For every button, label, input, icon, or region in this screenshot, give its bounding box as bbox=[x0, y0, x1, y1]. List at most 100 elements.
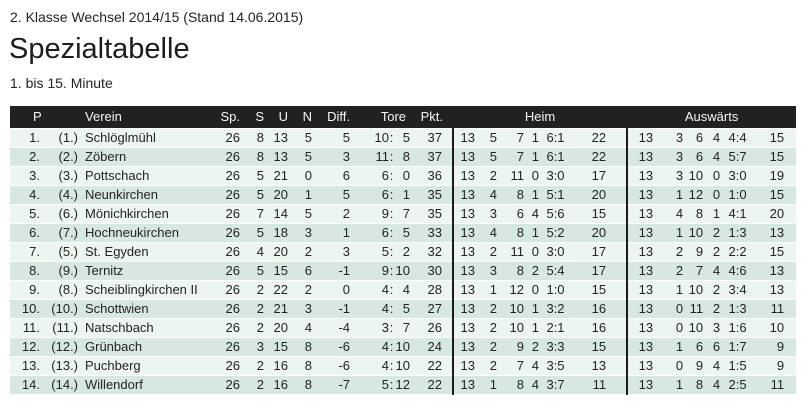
cell-goals: 4: 10 bbox=[354, 356, 413, 376]
cell-team: Zöbern bbox=[84, 147, 213, 167]
cell-losses: 1 bbox=[292, 185, 317, 205]
cell-away-draws: 9 bbox=[685, 242, 706, 262]
cell-away-losses: 4 bbox=[705, 356, 721, 376]
cell-home-wins: 5 bbox=[477, 128, 500, 148]
cell-away-goals: 2:5 bbox=[720, 375, 756, 395]
cell-diff: -4 bbox=[316, 318, 355, 338]
cell-home-losses: 1 bbox=[526, 128, 540, 148]
cell-wins: 2 bbox=[244, 299, 269, 319]
cell-away-draws: 10 bbox=[685, 166, 706, 186]
cell-home-wins: 1 bbox=[477, 375, 500, 395]
cell-home-points: 15 bbox=[572, 280, 628, 300]
cell-team: Puchberg bbox=[84, 356, 213, 376]
cell-away-goals: 4:4 bbox=[720, 128, 756, 148]
cell-team: Willendorf bbox=[84, 375, 213, 395]
cell-away-goals: 3:0 bbox=[720, 166, 756, 186]
cell-previous-position: (9.) bbox=[42, 261, 85, 281]
col-header-wins: S bbox=[244, 106, 269, 129]
cell-draws: 20 bbox=[268, 318, 293, 338]
cell-home-losses: 2 bbox=[526, 337, 540, 357]
cell-goals: 5: 2 bbox=[354, 242, 413, 262]
cell-away-losses: 4 bbox=[705, 128, 721, 148]
cell-away-matches: 13 bbox=[626, 280, 656, 300]
cell-previous-position: (7.) bbox=[42, 223, 85, 243]
cell-position: 2. bbox=[10, 147, 42, 167]
cell-wins: 5 bbox=[244, 166, 269, 186]
cell-losses: 2 bbox=[292, 280, 317, 300]
cell-team: Mönichkirchen bbox=[84, 204, 213, 224]
cell-goals: 6: 0 bbox=[354, 166, 413, 186]
cell-away-matches: 13 bbox=[626, 185, 656, 205]
cell-away-points: 15 bbox=[755, 147, 797, 167]
cell-away-points: 9 bbox=[755, 356, 797, 376]
cell-away-draws: 9 bbox=[685, 356, 706, 376]
cell-diff: 2 bbox=[316, 204, 355, 224]
col-header-goals: Tore bbox=[354, 106, 413, 129]
cell-draws: 16 bbox=[268, 356, 293, 376]
cell-home-matches: 13 bbox=[452, 356, 478, 376]
cell-away-matches: 13 bbox=[626, 375, 656, 395]
cell-home-losses: 4 bbox=[526, 375, 540, 395]
cell-away-matches: 13 bbox=[626, 242, 656, 262]
cell-previous-position: (8.) bbox=[42, 280, 85, 300]
cell-home-matches: 13 bbox=[452, 318, 478, 338]
cell-wins: 2 bbox=[244, 280, 269, 300]
cell-points: 33 bbox=[412, 223, 454, 243]
cell-home-losses: 1 bbox=[526, 147, 540, 167]
cell-away-draws: 6 bbox=[685, 147, 706, 167]
cell-home-losses: 1 bbox=[526, 185, 540, 205]
cell-diff: 5 bbox=[316, 185, 355, 205]
cell-away-losses: 4 bbox=[705, 147, 721, 167]
cell-previous-position: (11.) bbox=[42, 318, 85, 338]
cell-away-draws: 7 bbox=[685, 261, 706, 281]
cell-away-points: 13 bbox=[755, 261, 797, 281]
cell-away-matches: 13 bbox=[626, 223, 656, 243]
cell-matches: 26 bbox=[212, 261, 245, 281]
cell-position: 13. bbox=[10, 356, 42, 376]
cell-wins: 7 bbox=[244, 204, 269, 224]
cell-matches: 26 bbox=[212, 318, 245, 338]
cell-diff: 1 bbox=[316, 223, 355, 243]
cell-away-goals: 4:6 bbox=[720, 261, 756, 281]
cell-away-wins: 3 bbox=[655, 166, 686, 186]
cell-home-points: 16 bbox=[572, 318, 628, 338]
cell-points: 37 bbox=[412, 128, 454, 148]
cell-away-losses: 6 bbox=[705, 337, 721, 357]
cell-matches: 26 bbox=[212, 128, 245, 148]
cell-home-goals: 3:7 bbox=[539, 375, 573, 395]
cell-draws: 22 bbox=[268, 280, 293, 300]
cell-home-points: 13 bbox=[572, 356, 628, 376]
cell-home-wins: 3 bbox=[477, 204, 500, 224]
cell-losses: 5 bbox=[292, 147, 317, 167]
cell-away-draws: 8 bbox=[685, 375, 706, 395]
cell-away-losses: 2 bbox=[705, 223, 721, 243]
cell-losses: 5 bbox=[292, 204, 317, 224]
cell-away-points: 11 bbox=[755, 299, 797, 319]
cell-away-wins: 3 bbox=[655, 147, 686, 167]
cell-position: 6. bbox=[10, 223, 42, 243]
cell-home-draws: 7 bbox=[499, 356, 527, 376]
cell-away-goals: 4:1 bbox=[720, 204, 756, 224]
cell-previous-position: (2.) bbox=[42, 147, 85, 167]
cell-away-losses: 4 bbox=[705, 261, 721, 281]
cell-draws: 21 bbox=[268, 166, 293, 186]
cell-home-points: 15 bbox=[572, 204, 628, 224]
cell-team: Neunkirchen bbox=[84, 185, 213, 205]
cell-away-draws: 6 bbox=[685, 337, 706, 357]
cell-losses: 0 bbox=[292, 166, 317, 186]
cell-draws: 15 bbox=[268, 261, 293, 281]
cell-draws: 13 bbox=[268, 147, 293, 167]
cell-wins: 8 bbox=[244, 128, 269, 148]
cell-draws: 14 bbox=[268, 204, 293, 224]
cell-home-losses: 1 bbox=[526, 299, 540, 319]
cell-position: 4. bbox=[10, 185, 42, 205]
cell-wins: 5 bbox=[244, 223, 269, 243]
cell-home-goals: 2:1 bbox=[539, 318, 573, 338]
cell-diff: 3 bbox=[316, 242, 355, 262]
cell-wins: 2 bbox=[244, 356, 269, 376]
cell-away-goals: 1:3 bbox=[720, 223, 756, 243]
cell-points: 26 bbox=[412, 318, 454, 338]
cell-wins: 2 bbox=[244, 375, 269, 395]
cell-matches: 26 bbox=[212, 299, 245, 319]
cell-previous-position: (14.) bbox=[42, 375, 85, 395]
